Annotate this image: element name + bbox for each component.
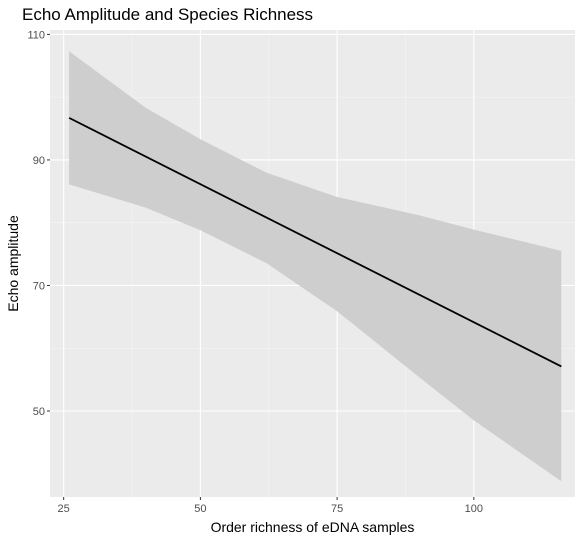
chart-title: Echo Amplitude and Species Richness	[22, 5, 314, 24]
x-tick-label: 25	[58, 503, 70, 515]
y-axis-title: Echo amplitude	[5, 215, 21, 312]
x-axis-ticks: 25 50 75 100	[58, 497, 483, 515]
y-tick-label: 70	[33, 280, 45, 292]
x-tick-label: 50	[194, 503, 206, 515]
x-tick-label: 75	[331, 503, 343, 515]
y-tick-label: 50	[33, 406, 45, 418]
regression-line	[68, 117, 562, 368]
confidence-band	[69, 51, 562, 482]
y-tick-label: 110	[27, 29, 45, 41]
x-tick-label: 100	[465, 503, 483, 515]
y-tick-label: 90	[33, 155, 45, 167]
y-axis-ticks: 50 70 90 110	[27, 29, 50, 418]
x-axis-title: Order richness of eDNA samples	[211, 519, 415, 535]
